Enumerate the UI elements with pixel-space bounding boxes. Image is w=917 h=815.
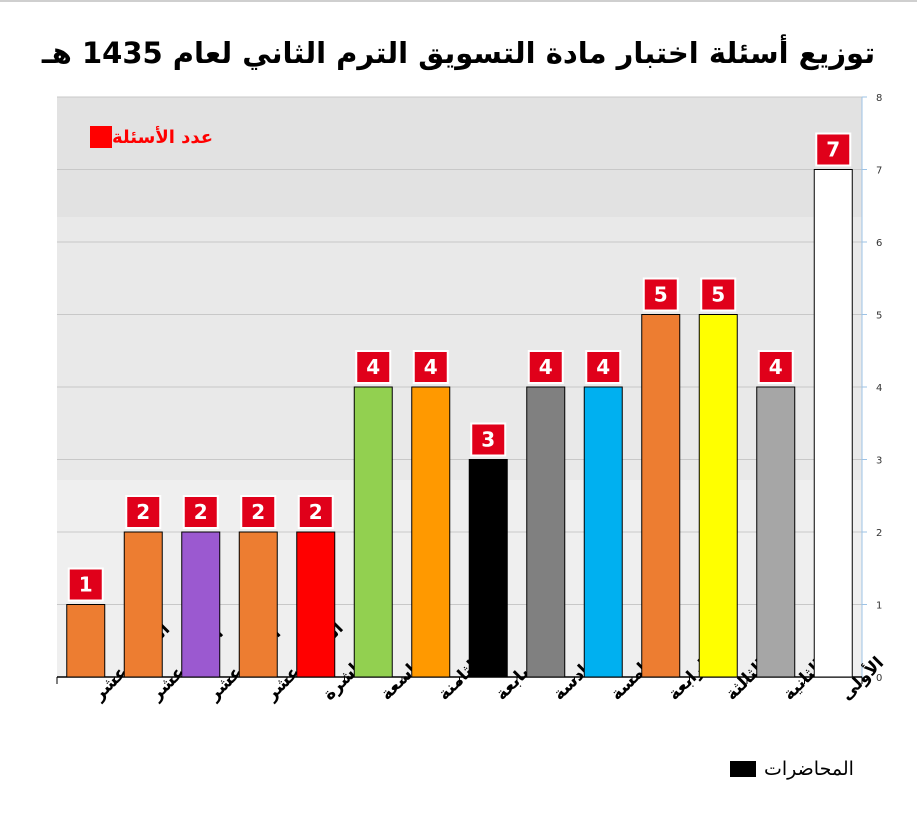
- legend-label: عدد الأسئلة: [112, 126, 214, 148]
- data-label: 5: [711, 283, 725, 307]
- y-tick-label: 7: [876, 166, 882, 177]
- data-label: 2: [309, 500, 323, 524]
- bar: [66, 604, 106, 678]
- bar: [813, 169, 853, 678]
- data-label-box: [585, 350, 622, 384]
- data-label-box: [182, 495, 219, 529]
- bar: [411, 386, 451, 678]
- y-tick-label: 8: [876, 93, 882, 104]
- bar: [698, 314, 738, 678]
- data-label: 4: [769, 355, 783, 379]
- y-tick-label: 3: [876, 456, 882, 467]
- data-label-box: [527, 350, 564, 384]
- data-label-box: [700, 277, 737, 312]
- data-label-box: [125, 495, 162, 529]
- plot-texture: [57, 480, 862, 677]
- y-tick-label: 4: [876, 383, 882, 394]
- data-label: 3: [481, 428, 495, 452]
- plot-texture: [57, 97, 862, 217]
- data-label: 4: [539, 355, 553, 379]
- data-label: 4: [596, 355, 610, 379]
- bar: [468, 459, 508, 678]
- top-border: [0, 0, 917, 2]
- data-label-box: [642, 277, 679, 312]
- data-label: 7: [826, 138, 840, 162]
- data-label: 1: [79, 573, 93, 597]
- data-label-box: [757, 350, 794, 384]
- x-axis-label: المحاضرات: [764, 758, 854, 780]
- data-label: 5: [654, 283, 668, 307]
- bar: [238, 531, 278, 678]
- data-label-box: [240, 495, 277, 529]
- legend-swatch: [90, 126, 112, 148]
- y-tick-label: 0: [876, 673, 882, 684]
- data-label: 4: [424, 355, 438, 379]
- data-label-box: [67, 567, 104, 602]
- data-label-box: [297, 495, 334, 529]
- x-axis-title: المحاضرات: [730, 758, 854, 780]
- y-tick-label: 2: [876, 528, 882, 539]
- x-axis-swatch: [730, 761, 756, 777]
- data-label-box: [355, 350, 392, 384]
- data-label-box: [412, 350, 449, 384]
- bar: [526, 386, 566, 678]
- bar: [583, 386, 623, 678]
- y-tick-label: 5: [876, 311, 882, 322]
- bar: [296, 531, 336, 678]
- data-label: 2: [194, 500, 208, 524]
- bar: [353, 386, 393, 678]
- data-label: 2: [251, 500, 265, 524]
- data-label-box: [815, 132, 852, 167]
- data-label: 4: [366, 355, 380, 379]
- bar: [756, 386, 796, 678]
- data-label: 2: [136, 500, 150, 524]
- bar: [641, 314, 681, 678]
- y-tick-label: 1: [876, 601, 882, 612]
- data-label-box: [470, 422, 507, 457]
- y-tick-label: 6: [876, 238, 882, 249]
- legend: عدد الأسئلة: [80, 126, 213, 148]
- bar: [181, 531, 221, 678]
- bar: [123, 531, 163, 678]
- chart-title: توزيع أسئلة اختبار مادة التسويق الترم ال…: [41, 36, 876, 70]
